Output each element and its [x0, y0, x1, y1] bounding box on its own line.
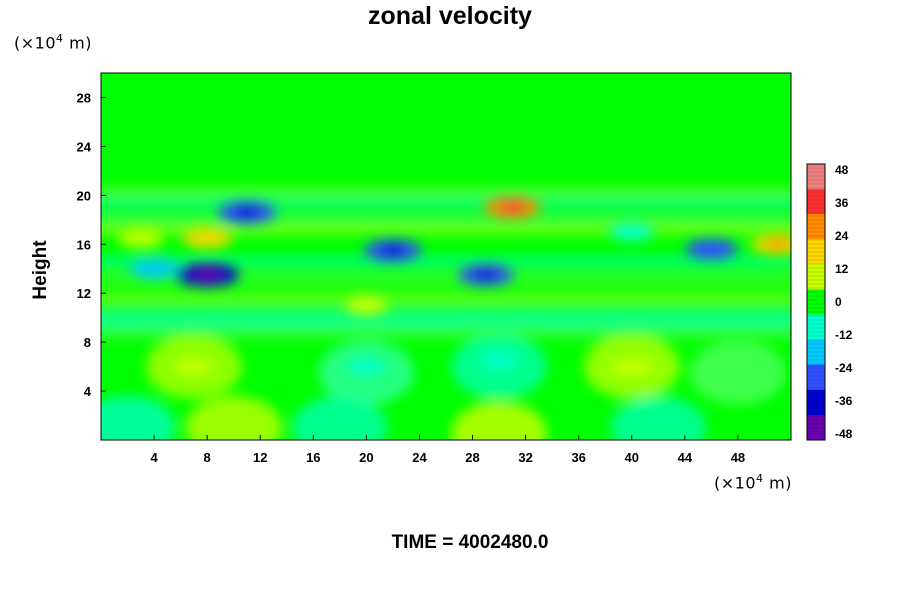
field-feature-core [765, 239, 790, 250]
field-cell [689, 340, 786, 405]
field-cell [185, 395, 282, 440]
colorbar-segment [807, 189, 825, 215]
colorbar-tick-label: 48 [835, 163, 849, 177]
colorbar-tick-label: -48 [835, 427, 853, 441]
x-tick-label: 48 [731, 450, 745, 465]
field-cell [291, 395, 388, 440]
field-feature [610, 357, 653, 376]
field-band [101, 293, 791, 304]
y-tick-label: 28 [77, 90, 91, 105]
x-axis-unit: (×104 m) [714, 472, 792, 493]
y-tick-label: 12 [77, 286, 91, 301]
colorbar-segment [807, 364, 825, 391]
field-feature [117, 228, 164, 248]
field-feature [344, 296, 388, 315]
y-tick-label: 20 [77, 188, 91, 203]
x-tick-label: 40 [625, 450, 639, 465]
field-cell [610, 395, 707, 440]
colorbar-segment [807, 314, 825, 341]
field-band [101, 256, 791, 267]
colorbar-segment [807, 339, 825, 366]
field-band [101, 186, 791, 197]
field-feature-core [233, 206, 261, 219]
chart-title: zonal velocity [368, 2, 532, 30]
field-feature [346, 358, 387, 376]
colorbar-segment [807, 289, 825, 316]
field-band [101, 212, 791, 223]
colorbar-tick-label: -24 [835, 361, 853, 375]
field-feature [609, 222, 654, 242]
field-feature-core [699, 243, 724, 255]
colorbar: 48 36 24 12 0 -12 -24 -36 -48 [806, 163, 853, 441]
x-tick-label: 4 [150, 450, 158, 465]
x-tick-label: 24 [412, 450, 427, 465]
field-feature-core [473, 269, 499, 281]
field-band [101, 317, 791, 328]
y-axis-unit: (×104 m) [14, 32, 92, 53]
field-band [101, 273, 791, 284]
colorbar-tick-label: 12 [835, 262, 849, 276]
plot-frame [100, 72, 792, 441]
x-tick-label: 32 [518, 450, 532, 465]
colorbar-segment [807, 164, 825, 190]
colorbar-segment [807, 414, 825, 441]
field-feature [129, 258, 180, 279]
field-band [101, 197, 791, 208]
field-feature-core [379, 244, 407, 256]
x-tick-label: 8 [204, 450, 211, 465]
heatmap-field [101, 186, 791, 440]
field-feature [478, 351, 520, 370]
field-cell [451, 401, 548, 440]
colorbar-frame [806, 163, 826, 441]
field-feature [182, 228, 233, 249]
colorbar-tick-label: -12 [835, 328, 853, 342]
y-tick-label: 4 [84, 384, 92, 399]
colorbar-tick-label: 24 [835, 229, 849, 243]
y-axis: 4 8 12 16 20 24 28 [77, 90, 106, 399]
field-feature-core [192, 268, 222, 281]
colorbar-tick-label: 36 [835, 196, 849, 210]
time-label: TIME = 4002480.0 [391, 532, 549, 553]
x-tick-label: 28 [465, 450, 479, 465]
colorbar-segment [807, 214, 825, 240]
x-tick-label: 44 [678, 450, 693, 465]
y-tick-label: 8 [84, 335, 91, 350]
field-band [101, 328, 791, 339]
y-tick-label: 24 [77, 139, 92, 154]
field-band [101, 224, 791, 235]
y-tick-label: 16 [77, 237, 91, 252]
x-tick-label: 36 [571, 450, 585, 465]
x-axis: 4 8 12 16 20 24 28 32 36 40 44 48 [150, 435, 745, 465]
colorbar-segment [807, 239, 825, 265]
field-cell [101, 395, 176, 440]
colorbar-tick-label: -36 [835, 394, 853, 408]
x-tick-label: 12 [253, 450, 267, 465]
colorbar-tick-label: 0 [835, 295, 842, 309]
field-feature [173, 357, 215, 376]
x-tick-label: 16 [306, 450, 320, 465]
field-feature-core [499, 202, 526, 214]
x-tick-label: 20 [359, 450, 373, 465]
field-band [101, 307, 791, 318]
colorbar-segment [807, 264, 825, 290]
colorbar-segment [807, 389, 825, 416]
